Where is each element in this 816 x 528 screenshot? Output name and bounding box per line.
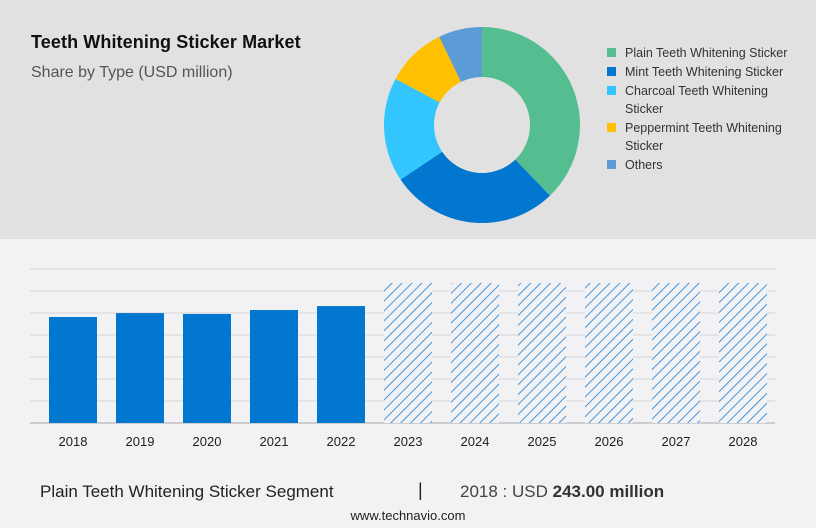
legend-swatch-icon: [607, 48, 616, 57]
x-tick-label: 2020: [193, 434, 222, 449]
legend-item: Peppermint Teeth Whitening Sticker: [605, 119, 795, 155]
forecast-bar: [719, 283, 767, 423]
legend-label: Charcoal Teeth Whitening Sticker: [625, 84, 768, 116]
x-tick-label: 2018: [59, 434, 88, 449]
forecast-bar: [451, 283, 499, 423]
bar: [183, 313, 231, 423]
x-tick-label: 2027: [662, 434, 691, 449]
legend-item: Plain Teeth Whitening Sticker: [605, 44, 795, 62]
x-tick-label: 2025: [528, 434, 557, 449]
chart-subtitle: Share by Type (USD million): [31, 64, 233, 81]
legend-item: Others: [605, 156, 795, 174]
legend-swatch-icon: [607, 86, 616, 95]
bar-chart: 2018 2019 2020 2021 2022 2023 2024 2025 2026 2027…: [30, 268, 775, 449]
legend-label: Plain Teeth Whitening Sticker: [625, 46, 788, 60]
donut-slice: [384, 78, 443, 180]
x-tick-label: 2021: [260, 434, 289, 449]
legend-item: Mint Teeth Whitening Sticker: [605, 63, 795, 81]
legend-item: Charcoal Teeth Whitening Sticker: [605, 82, 795, 118]
donut-slice: [439, 27, 482, 82]
forecast-bar: [518, 283, 566, 423]
x-tick-label: 2019: [126, 434, 155, 449]
legend-label: Others: [625, 158, 663, 172]
forecast-bar: [652, 283, 700, 423]
source-url: www.technavio.com: [350, 508, 466, 523]
footer-separator: |: [418, 480, 423, 500]
legend-swatch-icon: [607, 123, 616, 132]
x-tick-label: 2023: [394, 434, 423, 449]
donut-slice: [400, 151, 550, 223]
x-tick-label: 2026: [595, 434, 624, 449]
legend-swatch-icon: [607, 160, 616, 169]
legend-label: Mint Teeth Whitening Sticker: [625, 65, 784, 79]
bar: [317, 306, 365, 423]
legend-swatch-icon: [607, 67, 616, 76]
donut-chart: [384, 27, 581, 223]
forecast-bar: [384, 283, 432, 423]
forecast-bar: [585, 283, 633, 423]
donut-slice: [482, 27, 581, 196]
chart-title: Teeth Whitening Sticker Market: [31, 32, 301, 52]
segment-value: 2018 : USD 243.00 million: [460, 482, 664, 502]
segment-value-amount: 243.00 million: [552, 482, 665, 501]
bar: [49, 317, 97, 423]
legend: Plain Teeth Whitening Sticker Mint Teeth …: [605, 44, 795, 175]
segment-label: Plain Teeth Whitening Sticker Segment: [40, 482, 334, 501]
x-tick-label: 2024: [461, 434, 490, 449]
x-tick-label: 2022: [327, 434, 356, 449]
bar: [116, 313, 164, 423]
legend-label: Peppermint Teeth Whitening Sticker: [625, 121, 782, 153]
x-tick-label: 2028: [729, 434, 758, 449]
bar: [250, 310, 298, 423]
segment-value-prefix: 2018 : USD: [460, 482, 553, 501]
donut-slice: [395, 36, 462, 103]
